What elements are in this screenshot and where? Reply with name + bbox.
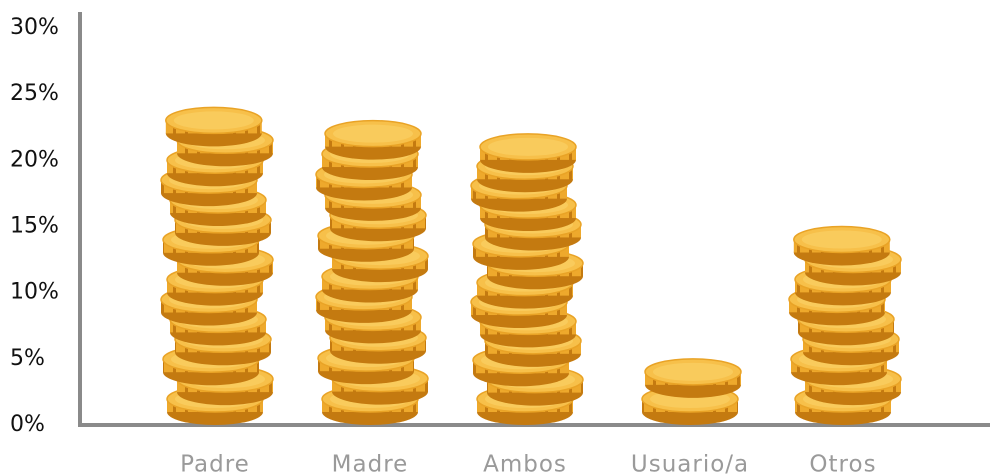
y-tick-label: 10% [10, 280, 59, 305]
coin-face-inner [333, 124, 413, 143]
y-tick-label: 0% [10, 412, 45, 437]
coin-stack [788, 225, 902, 425]
y-tick-label: 30% [10, 15, 59, 40]
y-tick-label: 20% [10, 147, 59, 172]
coin-face-inner [653, 362, 733, 381]
coin-face-inner [801, 230, 882, 249]
x-tick-label: Usuario/a [631, 452, 749, 474]
coin-stack [470, 133, 584, 425]
coin-face-inner [488, 137, 568, 156]
y-tick-label: 5% [10, 346, 45, 371]
y-tick-label: 15% [10, 214, 59, 239]
y-tick-label: 25% [10, 81, 59, 106]
x-tick-label: Madre [332, 452, 409, 474]
x-tick-label: Ambos [483, 452, 567, 474]
coin-stack [315, 119, 429, 425]
coin-stack [160, 106, 274, 425]
coin-face-inner [173, 111, 254, 130]
coin-stack [641, 358, 742, 425]
x-tick-label: Otros [809, 452, 876, 474]
x-tick-label: Padre [180, 452, 250, 474]
